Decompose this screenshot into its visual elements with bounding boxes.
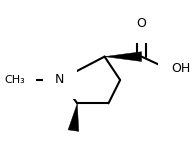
- Polygon shape: [68, 103, 79, 131]
- Text: CH₃: CH₃: [4, 75, 25, 85]
- Text: O: O: [137, 17, 146, 30]
- Text: OH: OH: [171, 62, 190, 75]
- Polygon shape: [105, 52, 142, 61]
- Text: N: N: [55, 73, 64, 86]
